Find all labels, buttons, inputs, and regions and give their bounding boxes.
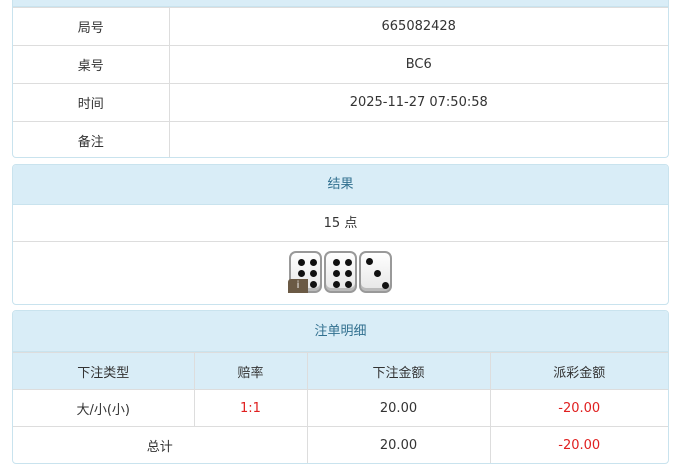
- table-row: 时间 2025-11-27 07:50:58: [13, 83, 668, 122]
- round-info-panel: 局号 665082428 桌号 BC6 时间 2025-11-27 07:50:58 …: [12, 0, 669, 158]
- time: 2025-11-27 07:50:58: [168, 83, 668, 122]
- result-points: 15 点: [13, 205, 668, 242]
- dice-row: i: [13, 242, 668, 297]
- die-pip: [310, 270, 317, 277]
- result-title: 结果: [13, 165, 668, 205]
- panel-header: [13, 0, 668, 7]
- bet-amount: 20.00: [306, 389, 491, 427]
- total-amount: 20.00: [306, 426, 491, 463]
- die-pip: [345, 281, 352, 288]
- die-pip: [366, 258, 373, 265]
- table-row: 局号 665082428: [13, 7, 668, 46]
- info-icon[interactable]: i: [288, 279, 308, 293]
- table-row: 桌号 BC6: [13, 45, 668, 84]
- die-pip: [333, 259, 340, 266]
- round-id: 665082428: [168, 7, 668, 46]
- header-bet-type: 下注类型: [13, 352, 195, 390]
- total-payout: -20.00: [489, 426, 668, 463]
- label: 时间: [13, 83, 170, 122]
- die-6: i: [288, 251, 322, 293]
- table-row: 大/小(小) 1:1 20.00 -20.00: [13, 389, 668, 427]
- die-pip: [310, 259, 317, 266]
- bet-details-title: 注单明细: [13, 311, 668, 352]
- total-label: 总计: [13, 426, 308, 463]
- header-odds: 赔率: [193, 352, 308, 390]
- die-pip: [374, 270, 381, 277]
- header-bet-amount: 下注金额: [306, 352, 491, 390]
- payout: -20.00: [489, 389, 668, 427]
- bet-details-table: 下注类型 赔率 下注金额 派彩金额 大/小(小) 1:1 20.00 -20.0…: [13, 352, 668, 463]
- die-pip: [298, 259, 305, 266]
- die-pip: [310, 281, 317, 288]
- header-payout: 派彩金额: [489, 352, 668, 390]
- die-pip: [298, 270, 305, 277]
- die-3: [359, 251, 392, 293]
- label: 局号: [13, 7, 170, 46]
- total-row: 总计 20.00 -20.00: [13, 426, 668, 463]
- die-6: [324, 251, 357, 293]
- bet-type: 大/小(小): [13, 389, 195, 427]
- die-pip: [345, 270, 352, 277]
- table-header: 下注类型 赔率 下注金额 派彩金额: [13, 352, 668, 390]
- odds: 1:1: [193, 389, 308, 427]
- round-info-table: 局号 665082428 桌号 BC6 时间 2025-11-27 07:50:58 …: [13, 7, 668, 157]
- die-pip: [345, 259, 352, 266]
- label: 备注: [13, 121, 170, 157]
- remark: [168, 121, 668, 157]
- result-panel: 结果 15 点 i: [12, 164, 669, 305]
- bet-details-panel: 注单明细 下注类型 赔率 下注金额 派彩金额 大/小(小) 1:1 20.00 …: [12, 310, 669, 464]
- die-pip: [333, 281, 340, 288]
- die-pip: [382, 282, 389, 289]
- label: 桌号: [13, 45, 170, 84]
- die-pip: [333, 270, 340, 277]
- table-row: 备注: [13, 121, 668, 157]
- table-id: BC6: [168, 45, 668, 84]
